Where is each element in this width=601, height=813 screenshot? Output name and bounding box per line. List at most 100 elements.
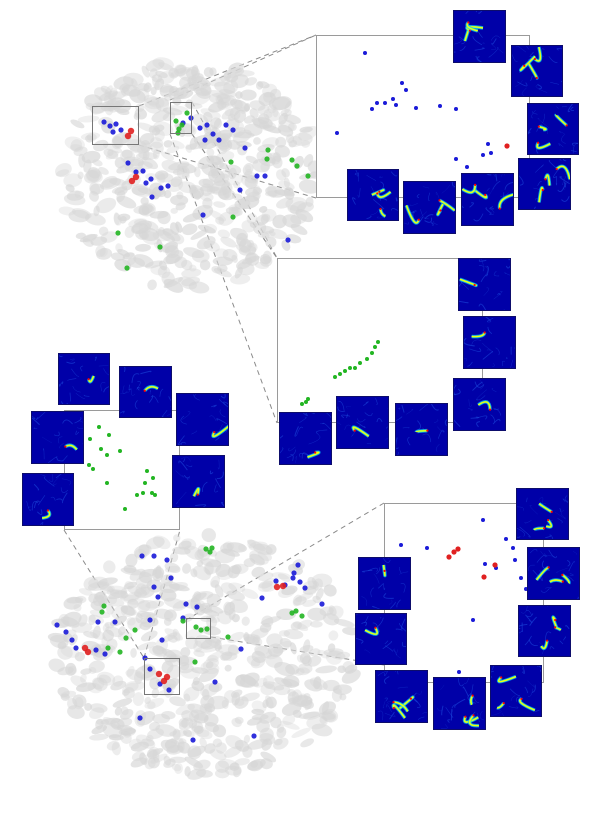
background-point: [152, 713, 171, 724]
zoom-panel-top-points: [335, 51, 510, 169]
red-point: [504, 143, 510, 149]
background-point: [221, 182, 233, 194]
heatmap-texture: [441, 705, 444, 716]
green-point: [135, 493, 139, 497]
heatmap-texture: [536, 554, 548, 563]
heatmap-texture: [322, 422, 331, 430]
blue-point: [107, 123, 113, 129]
heatmap-texture: [467, 361, 473, 367]
blue-point: [200, 212, 206, 218]
heatmap-peak: [439, 209, 442, 212]
heatmap-peak: [520, 697, 523, 701]
heatmap-texture: [529, 616, 537, 626]
heatmap-thumbnail: [518, 158, 571, 210]
background-point: [265, 654, 283, 668]
background-point: [284, 187, 295, 200]
heatmap-texture: [502, 360, 505, 367]
heatmap-texture: [537, 118, 550, 128]
heatmap-peak: [550, 510, 553, 513]
heatmap-thumbnail-canvas: [404, 182, 455, 227]
background-point: [163, 278, 184, 293]
heatmap-texture: [444, 419, 447, 426]
heatmap-texture: [473, 696, 480, 703]
heatmap-texture: [376, 617, 384, 628]
heatmap-texture: [395, 671, 399, 675]
background-point: [180, 647, 191, 658]
heatmap-texture: [103, 386, 109, 393]
red-point: [273, 583, 281, 591]
background-point: [271, 572, 291, 580]
heatmap-texture: [469, 202, 474, 208]
background-point: [241, 174, 257, 188]
heatmap-glow: [556, 165, 570, 180]
heatmap-thumbnail: [403, 181, 456, 234]
background-point: [81, 150, 101, 164]
green-point: [176, 126, 182, 132]
heatmap-texture: [98, 365, 109, 367]
background-point: [239, 106, 248, 114]
heatmap-texture: [177, 505, 179, 507]
background-point: [333, 684, 352, 695]
heatmap-texture: [451, 182, 454, 187]
heatmap-texture: [384, 640, 389, 645]
heatmap-texture: [406, 409, 414, 415]
background-point: [182, 563, 192, 574]
heatmap-texture: [33, 483, 40, 491]
background-point: [276, 726, 287, 739]
background-point: [281, 678, 300, 687]
heatmap-texture: [290, 454, 294, 461]
background-point: [133, 204, 155, 215]
heatmap-texture: [469, 347, 482, 352]
green-point: [333, 375, 337, 379]
background-point: [170, 176, 183, 188]
heatmap-peak: [544, 178, 547, 181]
heatmap-texture: [56, 498, 63, 501]
background-point: [187, 745, 206, 758]
heatmap-texture: [479, 379, 484, 390]
heatmap-texture: [131, 388, 136, 396]
green-point: [225, 634, 231, 640]
heatmap-texture: [37, 509, 43, 516]
background-point: [247, 539, 266, 552]
heatmap-texture: [516, 46, 526, 53]
heatmap-texture: [389, 599, 393, 605]
heatmap-texture: [491, 44, 497, 50]
heatmap-texture: [549, 646, 555, 650]
heatmap-texture: [486, 317, 494, 323]
heatmap-texture: [477, 31, 483, 38]
heatmap-texture: [562, 498, 568, 504]
background-point: [110, 680, 127, 691]
green-point: [353, 366, 357, 370]
background-point: [303, 711, 322, 720]
background-point: [107, 91, 127, 100]
heatmap-texture: [437, 426, 446, 433]
heatmap-texture: [42, 448, 45, 460]
background-point: [155, 70, 168, 79]
background-point: [169, 105, 189, 113]
red-point: [279, 582, 287, 590]
heatmap-texture: [134, 400, 138, 410]
heatmap-texture: [345, 406, 351, 409]
background-point: [163, 609, 177, 622]
heatmap-texture: [517, 528, 525, 537]
background-point: [102, 629, 114, 642]
background-point: [215, 742, 227, 754]
background-point: [69, 144, 83, 152]
background-point: [239, 89, 257, 101]
heatmap-texture: [420, 209, 429, 219]
background-point: [231, 193, 243, 201]
green-point: [265, 147, 271, 153]
background-point: [89, 733, 109, 741]
background-point: [84, 213, 106, 226]
heatmap-texture: [486, 349, 494, 353]
heatmap-texture: [354, 172, 357, 176]
heatmap-texture: [478, 265, 485, 272]
heatmap-texture: [504, 182, 513, 190]
heatmap-peak: [471, 694, 474, 697]
blue-point: [251, 733, 257, 739]
red-point: [127, 127, 135, 135]
heatmap-thumbnail-canvas: [377, 671, 427, 721]
heatmap-texture: [75, 430, 80, 435]
background-point: [170, 194, 189, 206]
background-point: [273, 152, 282, 162]
